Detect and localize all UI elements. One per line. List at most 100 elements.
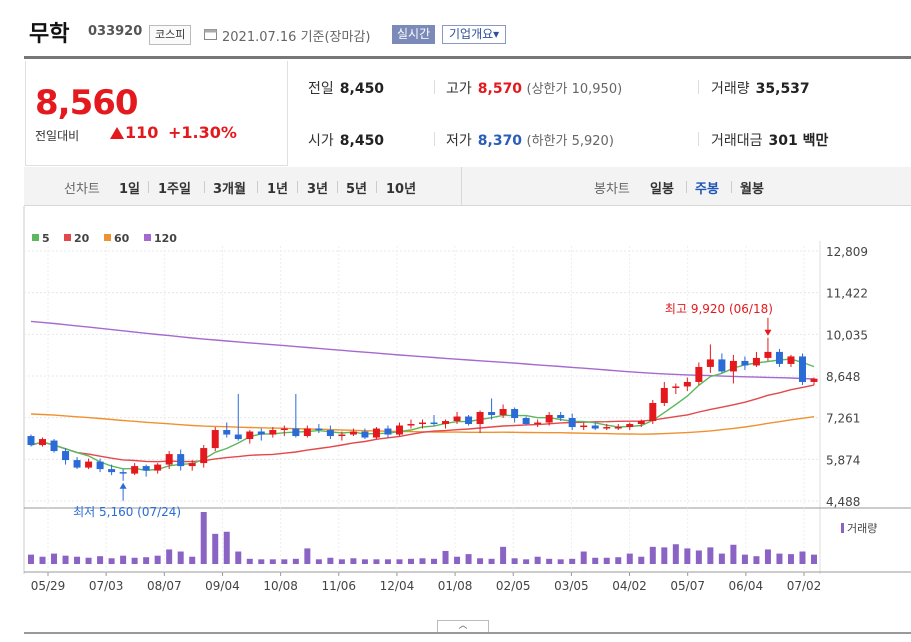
candle-body [798,356,806,382]
candle-body [119,472,127,474]
up-arrow-icon [110,127,124,139]
volume-bar [189,556,196,564]
x-tick-label: 12/04 [380,579,415,593]
volume-bar [799,551,806,564]
high-annotation: 최고 9,920 (06/18) [665,302,773,316]
tab-1d[interactable]: 1일 [119,182,141,197]
volume-bar [258,559,265,564]
volume-bar [465,554,472,564]
y-tick-label: 8,648 [826,370,860,384]
candle-body [372,428,380,438]
tab-3m[interactable]: 3개월 [213,182,246,197]
volume-bar [764,549,771,564]
tab-daily[interactable]: 일봉 [650,182,674,197]
candle-body [338,434,346,437]
candle-body [407,424,415,426]
volume-legend-swatch [841,523,844,533]
candle-body [626,424,634,428]
candle-body [165,454,173,465]
volume-bar [546,558,553,564]
y-tick-label: 10,035 [826,328,868,342]
low-value: 8,370 [477,133,523,149]
candle-body [73,460,81,468]
x-tick-label: 01/08 [438,579,473,593]
stat-divider [698,132,699,146]
volume-bar [235,551,242,564]
volume-bar [431,558,438,564]
volume-bar [626,553,633,564]
trade-value-amount: 301 백만 [768,133,829,149]
candle-body [695,366,703,382]
candle-body [349,431,357,435]
volume-bar [603,557,610,564]
header-divider [24,56,911,59]
volume-bar [407,558,414,564]
candle-body [764,351,772,358]
candle-body [718,359,726,372]
legend-label: 20 [74,232,90,245]
candle-body [603,427,611,429]
y-tick-label: 12,809 [826,245,868,259]
volume-bar [51,553,58,564]
candle-body [637,421,645,425]
volume-bar [338,559,345,564]
candle-body [511,409,519,419]
volume-bar [315,559,322,564]
stock-code: 033920 [88,24,143,39]
volume-legend-label: 거래량 [847,522,877,535]
x-tick-label: 02/05 [496,579,531,593]
company-overview-button[interactable]: 기업개요▾ [442,25,507,44]
candle-body [142,466,150,471]
volume-bar [120,555,127,564]
candle-body [522,418,530,425]
volume-bar [269,559,276,564]
volume-bar [534,556,541,564]
stock-header: 무학 033920 코스피 2021.07.16 기준(장마감) 실시간 기업개… [0,0,911,56]
volume-bar [787,554,794,564]
stock-chart[interactable]: 12,809 11,422 10,035 8,648 7,261 5,874 4,488 05… [0,206,911,618]
volume-bar [454,556,461,564]
prev-close-value: 8,450 [339,81,385,97]
candle-body [315,428,323,431]
low-price: 저가 8,370 (하한가 5,920) [446,130,614,150]
legend-swatch [104,234,111,241]
y-tick-label: 4,488 [826,495,860,509]
tab-1w[interactable]: 1주일 [158,182,191,197]
candle-body [476,412,484,425]
tab-5y[interactable]: 5년 [346,182,368,197]
high-arrow-head [764,329,772,336]
realtime-button[interactable]: 실시간 [392,25,436,44]
volume-bar [143,557,150,564]
volume-bar [246,558,253,564]
line-chart-label: 선차트 [64,182,100,197]
volume-bar [718,553,725,564]
tab-separator [731,181,732,193]
high-value: 8,570 [477,81,523,97]
candle-body [430,422,438,425]
change-rate: +1.30% [168,123,237,142]
stat-divider [434,80,435,94]
price-panel: 8,560 전일대비 110 +1.30% [25,61,288,166]
candle-body [27,436,35,446]
open-value: 8,450 [339,133,385,149]
candle-body [591,425,599,429]
market-badge: 코스피 [149,25,192,45]
volume-bar [488,558,495,564]
candle-body [499,409,507,416]
volume-bar [85,557,92,564]
volume-bar [177,551,184,564]
volume-bar [477,558,484,564]
volume-bar [776,553,783,564]
candle-body [683,381,691,387]
tab-1y[interactable]: 1년 [267,182,289,197]
tab-3y[interactable]: 3년 [307,182,329,197]
tab-monthly[interactable]: 월봉 [740,182,764,197]
volume-bar [212,533,219,564]
tab-group-divider [461,167,462,205]
tab-weekly[interactable]: 주봉 [695,182,719,197]
high-price: 고가 8,570 (상한가 10,950) [446,78,622,98]
tab-10y[interactable]: 10년 [386,182,417,197]
volume-bar [707,547,714,564]
candle-body [177,454,185,467]
volume-bar [97,556,104,564]
